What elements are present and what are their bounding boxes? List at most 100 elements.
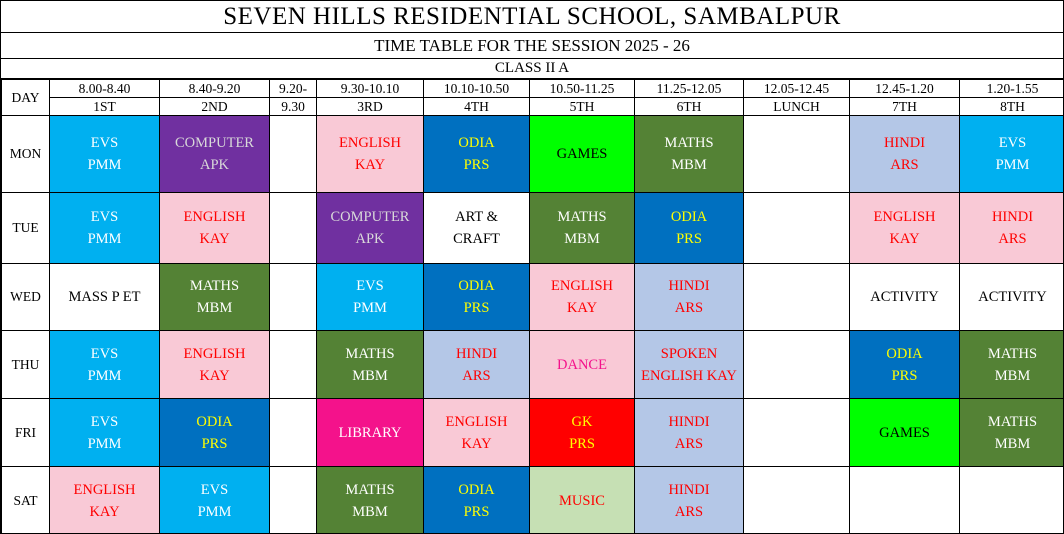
subject-line: PMM: [353, 300, 387, 316]
subject-line: COMPUTER: [330, 209, 410, 225]
cell-tue-col6: MATHS MBM: [529, 192, 635, 264]
cell-tue-col1: EVS PMM: [49, 192, 160, 264]
subject-line: ENGLISH KAY: [641, 367, 737, 384]
subject-line: GAMES: [556, 146, 608, 162]
subject-line: HINDI: [668, 413, 710, 430]
cell-thu-col1: EVS PMM: [49, 330, 160, 399]
cell-empty-thu-col8: [743, 330, 850, 399]
time-header-10: 1.20-1.55: [959, 79, 1063, 98]
subject-line: EVS: [200, 482, 229, 498]
subject-line: ARS: [674, 300, 704, 316]
subject-line: ENGLISH: [445, 413, 508, 430]
cell-wed-col5: ODIA PRS: [423, 263, 530, 331]
cell-empty-tue-col8: [743, 192, 850, 264]
subject-line: PMM: [87, 157, 122, 173]
subject-line: EVS: [356, 278, 384, 294]
cell-empty-wed-col3: [269, 263, 317, 331]
subject-line: ENGLISH: [183, 209, 246, 225]
subject-line: ODIA: [458, 135, 495, 151]
subject-line: ENGLISH: [873, 209, 936, 225]
cell-empty-sat-col3: [269, 466, 317, 533]
day-label-tue: TUE: [1, 192, 50, 264]
timetable-row-sat: SAT ENGLISH KAY EVS PMM MATHS MBM ODIA PRS MUSIC H…: [1, 466, 1063, 533]
period-header-3: 9.30: [269, 97, 317, 116]
cell-empty-thu-col3: [269, 330, 317, 399]
cell-thu-col4: MATHS MBM: [316, 330, 424, 399]
subject-line: GK: [571, 413, 593, 430]
session-title: TIME TABLE FOR THE SESSION 2025 - 26: [1, 33, 1063, 59]
subject-line: ARS: [462, 367, 491, 384]
subject-line: PMM: [995, 157, 1030, 173]
cell-sat-col1: ENGLISH KAY: [49, 466, 160, 533]
cell-thu-col6: DANCE: [529, 330, 635, 399]
cell-wed-col4: EVS PMM: [316, 263, 424, 331]
subject-line: MASS P ET: [68, 289, 141, 305]
subject-line: MBM: [352, 367, 388, 384]
subject-line: PMM: [87, 231, 122, 247]
subject-line: APK: [199, 157, 229, 173]
period-header-4: 3RD: [316, 97, 424, 116]
cell-tue-col9: ENGLISH KAY: [849, 192, 960, 264]
period-header-1: 1ST: [49, 97, 160, 116]
cell-empty-sat-col9: [849, 466, 960, 533]
cell-sat-col2: EVS PMM: [159, 466, 270, 533]
subject-line: ENGLISH: [73, 482, 136, 498]
cell-fri-col6: GK PRS: [529, 398, 635, 467]
time-header-1: 8.00-8.40: [49, 79, 160, 98]
subject-line: KAY: [889, 231, 920, 247]
cell-empty-sat-col10: [959, 466, 1063, 533]
cell-tue-col7: ODIA PRS: [634, 192, 744, 264]
cell-sat-col6: MUSIC: [529, 466, 635, 533]
day-label-wed: WED: [1, 263, 50, 331]
subject-line: EVS: [998, 135, 1027, 151]
subject-line: MATHS: [189, 278, 240, 294]
cell-thu-col5: HINDI ARS: [423, 330, 530, 399]
cell-empty-mon-col8: [743, 115, 850, 193]
subject-line: ARS: [674, 435, 704, 452]
subject-line: MBM: [671, 157, 707, 173]
subject-line: GAMES: [879, 424, 930, 441]
subject-line: ARS: [998, 231, 1027, 247]
period-header-10: 8TH: [959, 97, 1063, 116]
subject-line: MATHS: [345, 482, 395, 498]
timetable-row-fri: FRI EVS PMM ODIA PRS LIBRARY ENGLISH KAY GK PRS HI…: [1, 398, 1063, 467]
cell-sat-col5: ODIA PRS: [423, 466, 530, 533]
subject-line: KAY: [461, 435, 492, 452]
time-header-3: 9.20-: [269, 79, 317, 98]
subject-line: COMPUTER: [175, 135, 254, 151]
cell-empty-tue-col3: [269, 192, 317, 264]
period-header-2: 2ND: [159, 97, 270, 116]
subject-line: ODIA: [670, 209, 708, 225]
subject-line: ARS: [674, 504, 704, 520]
time-header-8: 12.05-12.45: [743, 79, 850, 98]
subject-line: ART &: [455, 209, 498, 225]
subject-line: HINDI: [668, 482, 710, 498]
subject-line: MBM: [994, 435, 1031, 452]
subject-line: APK: [355, 231, 385, 247]
cell-wed-col1: MASS P ET: [49, 263, 160, 331]
time-header-4: 9.30-10.10: [316, 79, 424, 98]
subject-line: PRS: [569, 435, 595, 452]
time-header-7: 11.25-12.05: [634, 79, 744, 98]
cell-thu-col9: ODIA PRS: [849, 330, 960, 399]
subject-line: PRS: [463, 157, 490, 173]
timetable-row-mon: MON EVS PMM COMPUTER APK ENGLISH KAY ODIA PRS GAM…: [1, 115, 1063, 193]
cell-empty-wed-col8: [743, 263, 850, 331]
time-header-9: 12.45-1.20: [849, 79, 960, 98]
subject-line: PRS: [891, 367, 918, 384]
subject-line: EVS: [90, 135, 119, 151]
time-header-2: 8.40-9.20: [159, 79, 270, 98]
cell-fri-col7: HINDI ARS: [634, 398, 744, 467]
subject-line: PMM: [87, 367, 122, 384]
day-label-mon: MON: [1, 115, 50, 193]
timetable-row-thu: THU EVS PMM ENGLISH KAY MATHS MBM HINDI ARS DANCE…: [1, 330, 1063, 399]
subject-line: EVS: [90, 413, 119, 430]
subject-line: HINDI: [455, 345, 498, 362]
subject-line: MBM: [994, 367, 1031, 384]
subject-line: MATHS: [987, 345, 1038, 362]
time-header-6: 10.50-11.25: [529, 79, 635, 98]
cell-wed-col10: ACTIVITY: [959, 263, 1063, 331]
cell-empty-mon-col3: [269, 115, 317, 193]
subject-line: ENGLISH: [183, 345, 246, 362]
